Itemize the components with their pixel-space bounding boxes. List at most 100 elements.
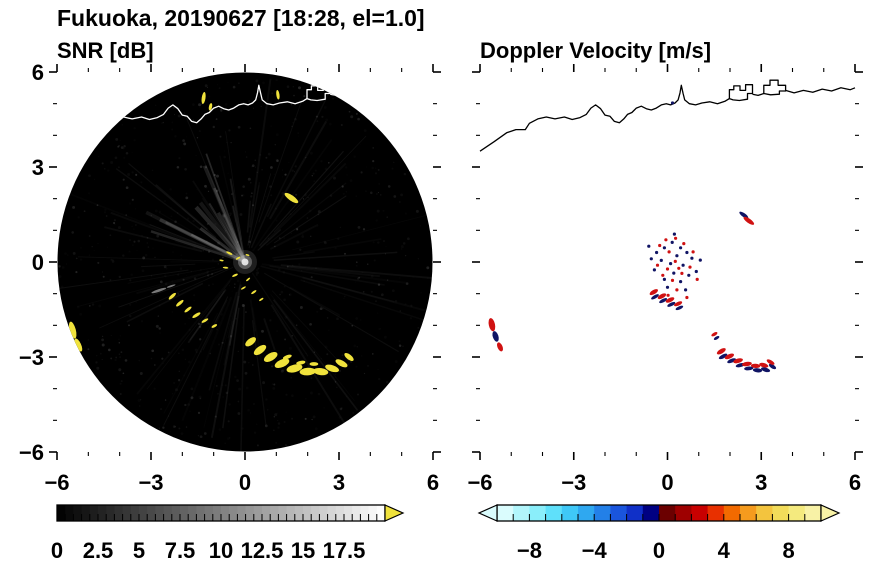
noise-speckle [296,240,300,244]
doppler-echo-lower-arc [752,368,763,373]
beam-wedge-streak [199,226,246,264]
noise-speckle [138,399,141,402]
colorbar-block [221,505,230,521]
doppler-echo-mid-arc [675,305,684,311]
noise-speckle [273,429,275,431]
snr-echo-coastal-dashes [201,92,206,104]
noise-speckle [228,173,229,174]
noise-speckle [80,258,82,260]
noise-speckle [192,220,194,222]
noise-speckle [362,291,365,293]
noise-speckle [80,247,82,249]
noise-speckle [277,420,278,421]
noise-speckle [298,86,301,90]
noise-speckle [114,156,118,160]
noise-speckle [199,107,200,108]
colorbar-block [594,505,611,521]
noise-speckle [294,118,297,121]
noise-speckle [198,103,202,107]
noise-speckle [88,174,91,178]
noise-speckle [317,210,321,214]
noise-speckle [294,171,296,173]
noise-speckle [107,247,108,248]
noise-speckle [133,139,135,141]
colorbar-block [319,505,328,521]
noise-speckle [313,415,316,418]
noise-speckle [310,377,313,380]
noise-speckle [291,169,293,171]
noise-speckle [272,387,275,390]
radial-spoke [104,226,203,253]
noise-speckle [109,234,112,237]
noise-speckle [122,124,124,126]
snr-echo-center-clutter [232,273,238,277]
noise-speckle [375,168,376,169]
noise-speckle [188,317,190,319]
noise-speckle [310,152,313,155]
noise-speckle [224,442,226,444]
noise-speckle [254,166,256,168]
colorbar-block [756,505,773,521]
noise-speckle [72,251,76,255]
noise-speckle [196,155,197,156]
noise-speckle [204,184,207,188]
noise-speckle [227,82,228,83]
noise-speckle [222,256,224,259]
doppler-speck [679,246,683,250]
noise-speckle [156,234,160,238]
colorbar-block [578,505,595,521]
noise-speckle [197,411,201,414]
snr-echo-far-left-edge [68,321,77,339]
noise-speckle [393,161,395,163]
noise-speckle [159,332,161,334]
doppler-speck [694,269,698,274]
noise-speckle [130,273,133,276]
noise-speckle [355,366,357,368]
doppler-echo-far-left-edge [496,342,504,352]
noise-speckle [113,221,116,225]
noise-speckle [339,407,343,411]
noise-speckle [363,372,366,375]
colorbar-block [204,505,214,521]
beam-wedge-streak [150,230,246,264]
noise-speckle [315,115,318,118]
noise-speckle [193,277,197,280]
noise-speckle [143,257,144,258]
colorbar-block [98,505,107,521]
beam-wedge-streak [190,233,246,263]
noise-speckle [305,156,307,159]
noise-speckle [94,250,95,251]
noise-speckle [207,190,210,193]
noise-speckle [215,118,218,120]
doppler-echo-lower-arc [741,361,752,367]
noise-speckle [153,364,156,366]
noise-speckle [353,345,356,348]
colorbar-block [642,505,660,521]
noise-speckle [361,355,363,357]
noise-speckle [221,341,224,344]
noise-speckle [162,426,165,429]
noise-speckle [235,318,237,320]
noise-speckle [135,224,137,226]
noise-speckle [328,330,330,332]
noise-speckle [407,237,410,241]
noise-speckle [367,365,369,367]
noise-speckle [135,208,136,209]
noise-speckle [295,193,298,196]
colorbar-block [691,505,708,521]
noise-speckle [242,327,243,328]
colorbar-block [723,505,741,521]
doppler-speck [690,256,694,260]
noise-speckle [258,96,260,98]
noise-speckle [202,250,204,252]
noise-speckle [215,384,218,387]
noise-speckle [237,125,241,129]
noise-speckle [72,205,76,209]
noise-speckle [370,191,373,195]
noise-speckle [238,82,240,85]
colorbar-block [278,505,287,521]
radial-spoke [155,184,208,231]
noise-speckle [332,98,334,100]
colorbar-block [65,505,74,521]
noise-speckle [88,339,90,341]
